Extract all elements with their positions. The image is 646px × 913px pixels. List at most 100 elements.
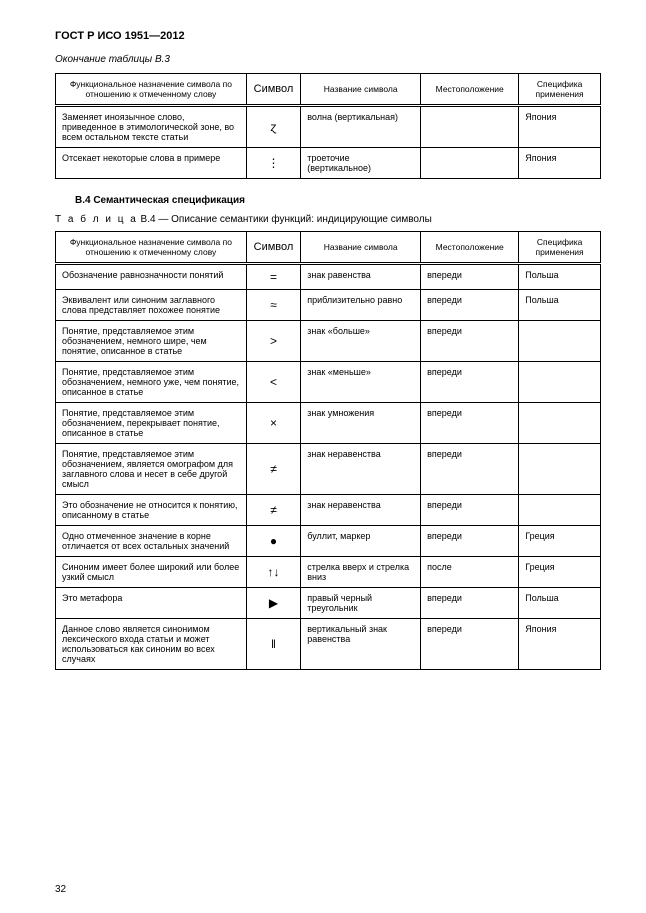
cell-sym: ≈	[246, 290, 301, 321]
table-b3-caption: Окончание таблицы В.3	[55, 54, 601, 65]
cell-func: Обозначение равнозначности понятий	[56, 264, 247, 290]
header-loc: Местоположение	[421, 74, 519, 106]
cell-func: Данное слово является синонимом лексичес…	[56, 619, 247, 670]
cell-loc: впереди	[421, 362, 519, 403]
cell-spec	[519, 403, 601, 444]
cell-sym: ≠	[246, 444, 301, 495]
table-row: Понятие, представляемое этим обозначение…	[56, 362, 601, 403]
page-number: 32	[55, 884, 66, 895]
cell-loc	[421, 148, 519, 179]
cell-loc: впереди	[421, 495, 519, 526]
header-sym: Символ	[246, 74, 301, 106]
cell-func: Заменяет иноязычное слово, приведенное в…	[56, 106, 247, 148]
cell-func: Это метафора	[56, 588, 247, 619]
document-title: ГОСТ Р ИСО 1951—2012	[55, 30, 601, 42]
cell-sym: ⋮	[246, 148, 301, 179]
cell-sym: ↑↓	[246, 557, 301, 588]
cell-name: вертикальный знак равенства	[301, 619, 421, 670]
cell-sym: ▶	[246, 588, 301, 619]
cell-loc: впереди	[421, 588, 519, 619]
cell-name: троеточие (вертикальное)	[301, 148, 421, 179]
cell-func: Понятие, представляемое этим обозначение…	[56, 362, 247, 403]
cell-spec: Польша	[519, 264, 601, 290]
cell-sym: ‖	[246, 619, 301, 670]
table-row: Обозначение равнозначности понятий=знак …	[56, 264, 601, 290]
cell-loc: впереди	[421, 526, 519, 557]
cell-sym: ×	[246, 403, 301, 444]
header-spec: Специфика применения	[519, 232, 601, 264]
table-row: Синоним имеет более широкий или более уз…	[56, 557, 601, 588]
label-rest: В.4 — Описание семантики функций: индици…	[138, 214, 432, 225]
label-prefix: Т а б л и ц а	[55, 214, 138, 225]
table-b4: Функциональное назначение символа по отн…	[55, 231, 601, 670]
header-sym: Символ	[246, 232, 301, 264]
cell-spec: Греция	[519, 557, 601, 588]
header-name: Название символа	[301, 74, 421, 106]
cell-spec	[519, 444, 601, 495]
table-row: Понятие, представляемое этим обозначение…	[56, 403, 601, 444]
header-spec: Специфика применения	[519, 74, 601, 106]
cell-spec: Япония	[519, 106, 601, 148]
table-row: Понятие, представляемое этим обозначение…	[56, 321, 601, 362]
cell-spec	[519, 495, 601, 526]
cell-loc: впереди	[421, 444, 519, 495]
cell-sym: <	[246, 362, 301, 403]
cell-sym: ≠	[246, 495, 301, 526]
table-b3: Функциональное назначение символа по отн…	[55, 73, 601, 179]
cell-name: буллит, маркер	[301, 526, 421, 557]
table-row: Это метафора▶правый черный треугольниквп…	[56, 588, 601, 619]
cell-name: правый черный треугольник	[301, 588, 421, 619]
cell-loc: впереди	[421, 321, 519, 362]
cell-spec: Греция	[519, 526, 601, 557]
cell-func: Это обозначение не относится к понятию, …	[56, 495, 247, 526]
cell-loc: впереди	[421, 403, 519, 444]
cell-name: стрелка вверх и стрелка вниз	[301, 557, 421, 588]
table-b4-label: Т а б л и ц а В.4 — Описание семантики ф…	[55, 214, 601, 225]
header-func: Функциональное назначение символа по отн…	[56, 232, 247, 264]
cell-func: Эквивалент или синоним заглавного слова …	[56, 290, 247, 321]
cell-spec	[519, 362, 601, 403]
cell-sym: >	[246, 321, 301, 362]
cell-func: Понятие, представляемое этим обозначение…	[56, 444, 247, 495]
cell-spec: Польша	[519, 588, 601, 619]
cell-name: знак умножения	[301, 403, 421, 444]
cell-spec: Япония	[519, 619, 601, 670]
cell-sym: =	[246, 264, 301, 290]
cell-name: знак «больше»	[301, 321, 421, 362]
table-row: Это обозначение не относится к понятию, …	[56, 495, 601, 526]
table-row: Эквивалент или синоним заглавного слова …	[56, 290, 601, 321]
table-row: Данное слово является синонимом лексичес…	[56, 619, 601, 670]
cell-name: знак неравенства	[301, 495, 421, 526]
header-loc: Местоположение	[421, 232, 519, 264]
cell-spec: Япония	[519, 148, 601, 179]
cell-name: знак равенства	[301, 264, 421, 290]
cell-name: знак неравенства	[301, 444, 421, 495]
table-header-row: Функциональное назначение символа по отн…	[56, 74, 601, 106]
header-func: Функциональное назначение символа по отн…	[56, 74, 247, 106]
cell-func: Отсекает некоторые слова в примере	[56, 148, 247, 179]
cell-spec	[519, 321, 601, 362]
cell-loc: впереди	[421, 619, 519, 670]
table-header-row: Функциональное назначение символа по отн…	[56, 232, 601, 264]
cell-name: приблизительно равно	[301, 290, 421, 321]
cell-sym: ɀ	[246, 106, 301, 148]
cell-func: Одно отмеченное значение в корне отличае…	[56, 526, 247, 557]
cell-loc: впереди	[421, 290, 519, 321]
cell-func: Понятие, представляемое этим обозначение…	[56, 403, 247, 444]
table-row: Понятие, представляемое этим обозначение…	[56, 444, 601, 495]
cell-name: волна (вертикальная)	[301, 106, 421, 148]
cell-loc	[421, 106, 519, 148]
cell-func: Понятие, представляемое этим обозначение…	[56, 321, 247, 362]
cell-sym: ●	[246, 526, 301, 557]
cell-loc: после	[421, 557, 519, 588]
cell-name: знак «меньше»	[301, 362, 421, 403]
table-row: Отсекает некоторые слова в примере ⋮ тро…	[56, 148, 601, 179]
cell-spec: Польша	[519, 290, 601, 321]
table-row: Заменяет иноязычное слово, приведенное в…	[56, 106, 601, 148]
header-name: Название символа	[301, 232, 421, 264]
page: ГОСТ Р ИСО 1951—2012 Окончание таблицы В…	[0, 0, 646, 913]
table-row: Одно отмеченное значение в корне отличае…	[56, 526, 601, 557]
cell-loc: впереди	[421, 264, 519, 290]
cell-func: Синоним имеет более широкий или более уз…	[56, 557, 247, 588]
section-b4-heading: В.4 Семантическая спецификация	[75, 195, 601, 206]
